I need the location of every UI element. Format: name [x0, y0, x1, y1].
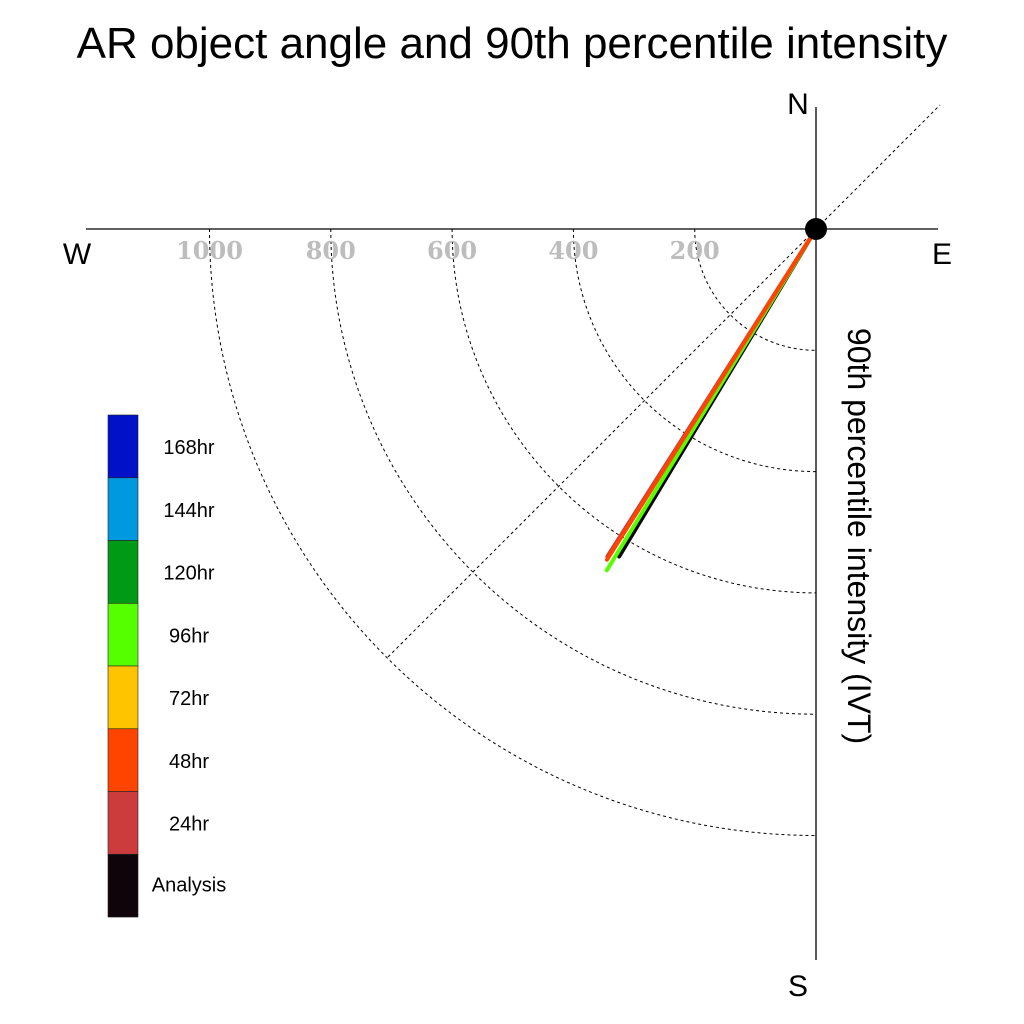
legend-label: 96hr — [169, 625, 209, 647]
diagonal-guide — [387, 104, 941, 658]
legend-label: 120hr — [163, 563, 214, 585]
vector-48hr — [605, 227, 818, 562]
grid-arc-800 — [330, 228, 817, 715]
compass-axes — [86, 107, 938, 960]
legend-swatch — [107, 477, 139, 541]
legend-label: 48hr — [169, 751, 209, 773]
radial-tick-label: 200 — [670, 236, 720, 265]
grid-arc-1000 — [209, 228, 817, 836]
radial-tick-labels: 1000 800 600 400 200 — [176, 236, 720, 265]
legend-label: 24hr — [169, 814, 209, 836]
south-label: S — [788, 970, 808, 1003]
east-label: E — [932, 238, 952, 271]
radial-tick-label: 800 — [306, 236, 356, 265]
grid-arc-400 — [572, 228, 817, 473]
legend-label: 168hr — [163, 437, 214, 459]
y-axis-label: 90th percentile intensity (IVT) — [841, 328, 877, 744]
legend-label: 144hr — [163, 500, 214, 522]
radial-tick-label: 400 — [548, 236, 598, 265]
legend-swatch — [107, 853, 139, 918]
radial-tick-label: 1000 — [176, 236, 243, 265]
chart-title: AR object angle and 90th percentile inte… — [77, 19, 948, 68]
legend-swatch — [107, 540, 139, 604]
color-legend: 168hr 144hr 120hr 96hr 72hr 48hr 24hr Analysis — [107, 414, 226, 918]
legend-label: 72hr — [169, 688, 209, 710]
north-label: N — [787, 88, 809, 121]
legend-swatch — [107, 602, 139, 667]
legend-swatch — [107, 728, 139, 792]
origin-marker — [805, 218, 827, 240]
grid-arc-600 — [451, 228, 817, 594]
grid — [209, 104, 941, 836]
legend-swatch — [107, 414, 139, 479]
intensity-vectors — [604, 227, 818, 573]
legend-label: Analysis — [152, 874, 226, 896]
legend-swatch — [107, 665, 139, 730]
legend-swatch — [107, 791, 139, 855]
west-label: W — [63, 238, 92, 271]
grid-arc-200 — [694, 228, 817, 351]
radial-tick-label: 600 — [427, 236, 477, 265]
